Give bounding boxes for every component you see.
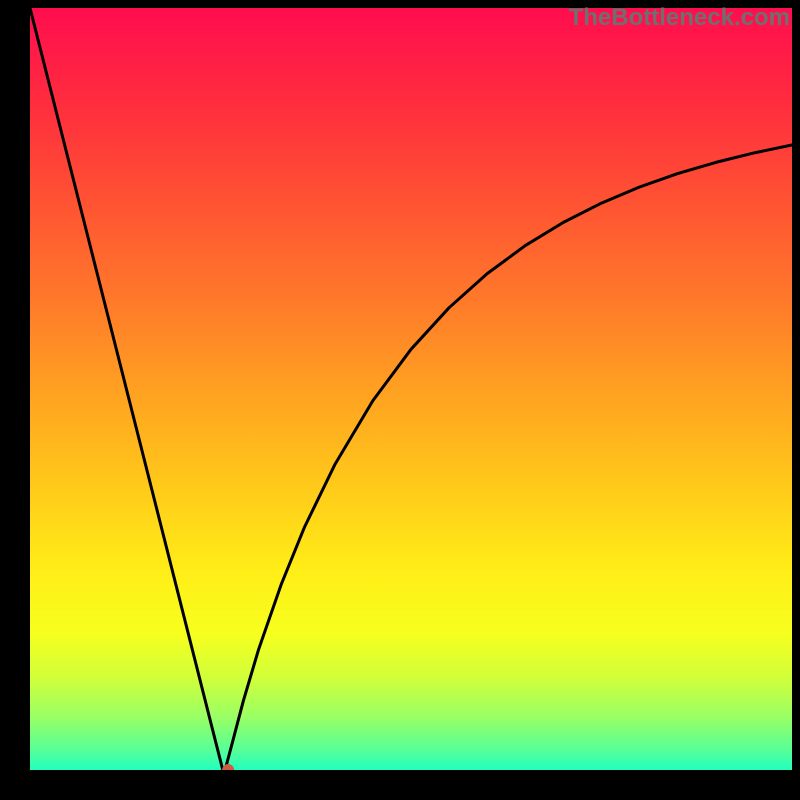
bottleneck-curve bbox=[30, 8, 792, 770]
plot-area bbox=[30, 8, 792, 770]
plot-svg bbox=[30, 8, 792, 770]
watermark-text: TheBottleneck.com bbox=[569, 4, 790, 32]
figure-root: TheBottleneck.com bbox=[0, 0, 800, 800]
min-marker bbox=[222, 764, 234, 770]
